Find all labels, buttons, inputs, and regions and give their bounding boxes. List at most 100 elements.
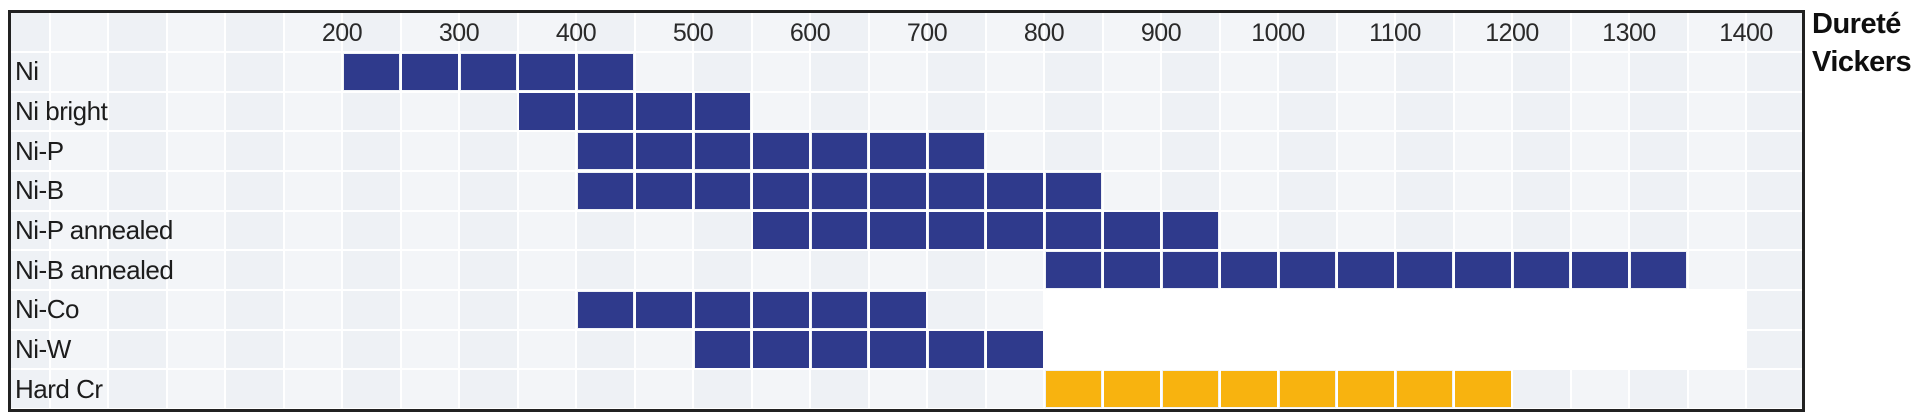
x-axis-ticks: 200 300 400 500 600 700 800 900 1000 1100 1200 1300… [11, 13, 1802, 409]
range-cells-layer [11, 13, 1802, 409]
range-cell-ni-b-annealed [1572, 251, 1628, 289]
range-cell-ni-co [636, 291, 692, 329]
range-cell-ni-p [870, 132, 926, 170]
range-cell-hard-cr [1104, 370, 1160, 408]
range-cell-hard-cr [1396, 370, 1452, 408]
range-cell-hard-cr [1162, 370, 1218, 408]
x-tick-label: 1400 [1719, 19, 1773, 47]
range-cell-ni-b [1045, 172, 1101, 210]
x-tick-label: 300 [438, 19, 480, 47]
range-cell-ni-bright [577, 93, 633, 130]
range-cell-ni-b [577, 172, 633, 210]
range-cell-ni-b [636, 172, 692, 210]
plot-area: 200 300 400 500 600 700 800 900 1000 1100 1200 1300… [8, 10, 1805, 412]
range-cell-ni-b-annealed [1045, 251, 1101, 289]
range-cell-hard-cr [1279, 370, 1335, 408]
grid-layer [11, 13, 1802, 409]
range-cell-ni-w [870, 331, 926, 368]
x-tick-label: 400 [555, 19, 597, 47]
range-cell-ni-b [987, 172, 1043, 210]
x-tick-label: 1300 [1602, 19, 1656, 47]
range-cell-ni-w [694, 331, 750, 368]
x-tick-label: 700 [906, 19, 948, 47]
horizontal-gridline [11, 289, 1802, 291]
range-cell-ni-p [928, 132, 984, 170]
axis-title: Dureté Vickers [1812, 5, 1912, 81]
range-cell-ni-p-annealed [1104, 212, 1160, 249]
range-cell-ni [577, 53, 633, 91]
range-cell-ni [402, 53, 458, 91]
range-cell-ni-co [694, 291, 750, 329]
range-cell-ni-bright [519, 93, 575, 130]
x-tick-label: 1200 [1485, 19, 1539, 47]
horizontal-gridline [11, 130, 1802, 133]
row-label-ni-co: Ni-Co [15, 294, 79, 325]
range-cell-ni-p-annealed [1162, 212, 1218, 249]
range-cell-ni-co [811, 291, 867, 329]
range-cell-ni-w [753, 331, 809, 368]
range-cell-hard-cr [1338, 370, 1394, 408]
x-tick-label: 200 [321, 19, 363, 47]
range-cell-ni-p [811, 132, 867, 170]
range-cell-ni-b-annealed [1162, 251, 1218, 289]
range-cell-ni-b-annealed [1513, 251, 1569, 289]
x-tick-label: 800 [1023, 19, 1065, 47]
range-cell-ni-p-annealed [1045, 212, 1101, 249]
horizontal-gridline [11, 170, 1802, 172]
range-cell-ni-p-annealed [928, 212, 984, 249]
range-cell-ni-p [753, 132, 809, 170]
range-cell-ni-b [811, 172, 867, 210]
range-cell-ni-p [636, 132, 692, 170]
x-tick-label: 900 [1140, 19, 1182, 47]
range-cell-hard-cr [1045, 370, 1101, 408]
horizontal-gridline [11, 209, 1802, 212]
horizontal-gridline [11, 90, 1802, 93]
row-label-ni-bright: Ni bright [15, 95, 108, 126]
range-cell-ni-p-annealed [811, 212, 867, 249]
axis-title-line1: Dureté [1812, 8, 1901, 40]
range-cell-ni-b-annealed [1455, 251, 1511, 289]
range-cell-hard-cr [1221, 370, 1277, 408]
range-cell-ni [343, 53, 399, 91]
range-cell-ni [519, 53, 575, 91]
x-tick-label: 500 [672, 19, 714, 47]
range-cell-ni-bright [694, 93, 750, 130]
x-tick-label: 600 [789, 19, 831, 47]
range-cell-ni-bright [636, 93, 692, 130]
row-label-ni-p: Ni-P [15, 135, 64, 166]
range-cell-ni-p-annealed [753, 212, 809, 249]
x-tick-label: 1000 [1251, 19, 1305, 47]
range-cell-ni-b-annealed [1104, 251, 1160, 289]
range-cell-ni-b-annealed [1396, 251, 1452, 289]
row-label-ni: Ni [15, 56, 39, 87]
horizontal-gridline [11, 368, 1802, 371]
axis-title-line2: Vickers [1812, 46, 1912, 78]
row-label-hard-cr: Hard Cr [15, 373, 103, 404]
range-cell-ni-b [694, 172, 750, 210]
horizontal-gridline [11, 328, 1802, 331]
row-label-ni-w: Ni-W [15, 333, 71, 364]
range-cell-ni-p-annealed [987, 212, 1043, 249]
range-cell-ni-p [694, 132, 750, 170]
horizontal-gridline [11, 408, 1802, 409]
range-cell-ni-p-annealed [870, 212, 926, 249]
white-mask-layer [11, 13, 1802, 409]
horizontal-gridline [11, 51, 1802, 53]
range-cell-ni-b-annealed [1630, 251, 1686, 289]
range-cell-ni-b [870, 172, 926, 210]
row-label-ni-b: Ni-B [15, 175, 64, 206]
range-cell-ni-co [577, 291, 633, 329]
range-cell-ni-co [753, 291, 809, 329]
horizontal-gridline [11, 249, 1802, 252]
row-label-ni-b-annealed: Ni-B annealed [15, 254, 174, 285]
range-cell-ni-w [987, 331, 1043, 368]
range-cell-ni-b [928, 172, 984, 210]
row-labels: Ni Ni bright Ni-P Ni-B Ni-P annealed Ni-B ann… [11, 13, 1802, 409]
range-cell-ni-b-annealed [1279, 251, 1335, 289]
range-cell-ni-co [870, 291, 926, 329]
range-cell-hard-cr [1455, 370, 1511, 408]
white-mask [1044, 290, 1746, 370]
range-cell-ni-b-annealed [1338, 251, 1394, 289]
range-cell-ni-w [811, 331, 867, 368]
